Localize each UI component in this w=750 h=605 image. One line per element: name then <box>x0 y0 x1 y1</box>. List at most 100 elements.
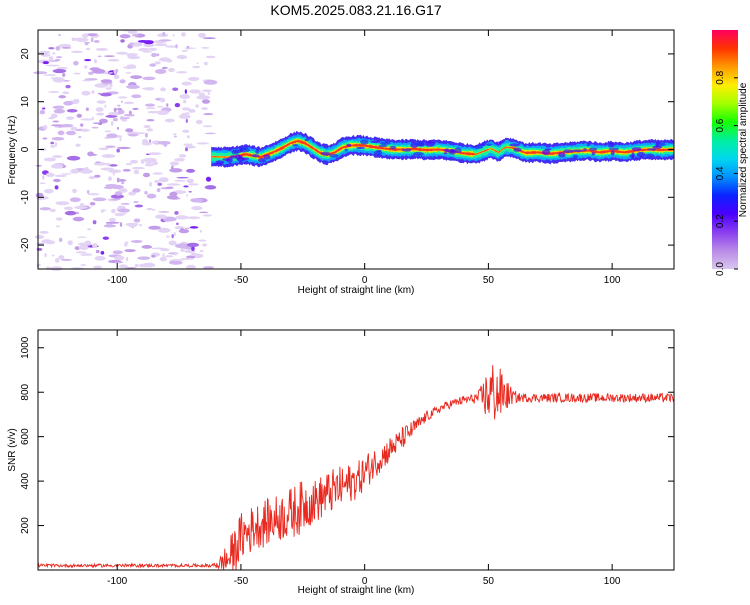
noise-speckle <box>144 163 154 167</box>
noise-speckle <box>186 264 196 270</box>
ridge-speckle <box>656 142 666 147</box>
noise-speckle <box>141 138 148 144</box>
snr-frame <box>37 329 675 571</box>
noise-speckle <box>148 225 161 230</box>
noise-speckle <box>174 211 179 215</box>
noise-speckle <box>104 55 115 57</box>
snr-y-tick-label: 600 <box>20 428 31 445</box>
noise-speckle <box>112 172 115 176</box>
noise-speckle <box>80 123 84 127</box>
noise-speckle <box>207 92 210 95</box>
spectrogram-x-tick-label: 50 <box>483 275 495 286</box>
ridge-speckle <box>636 151 646 158</box>
noise-speckle <box>91 90 95 94</box>
noise-speckle <box>45 64 60 67</box>
snr-x-label: Height of straight line (km) <box>298 585 415 596</box>
noise-speckle <box>125 256 129 262</box>
noise-speckle <box>149 181 152 187</box>
spectrogram-x-tick-label: 0 <box>362 275 368 286</box>
snr-x-tick-label: 0 <box>362 576 368 587</box>
noise-speckle <box>191 246 195 252</box>
noise-speckle <box>162 253 165 258</box>
noise-speckle <box>195 104 199 108</box>
ridge-speckle <box>402 148 412 152</box>
noise-speckle <box>156 188 161 193</box>
noise-speckle <box>85 107 89 111</box>
spectrogram-x-tick-label: -100 <box>107 275 127 286</box>
noise-speckle <box>131 94 142 99</box>
ridge-speckle <box>215 160 225 165</box>
spectrogram-y-tick-label: 20 <box>20 48 31 60</box>
noise-speckle <box>120 100 124 103</box>
noise-speckle <box>106 133 118 139</box>
noise-speckle <box>144 132 148 138</box>
noise-speckle <box>133 201 139 203</box>
noise-speckle <box>178 229 190 234</box>
noise-speckle <box>78 245 89 250</box>
noise-speckle <box>43 124 48 130</box>
noise-speckle <box>93 265 103 269</box>
noise-speckle <box>117 104 121 107</box>
noise-speckle <box>80 128 90 132</box>
ridge-speckle <box>631 147 642 151</box>
noise-speckle <box>92 220 97 225</box>
colorbar-label: Normalized spectral amplitude <box>738 82 749 217</box>
ridge-speckle <box>255 148 260 154</box>
noise-speckle <box>72 216 85 222</box>
ridge-speckle <box>412 152 424 156</box>
ridge-speckle <box>346 143 352 147</box>
noise-speckle <box>105 221 120 224</box>
noise-speckle <box>124 266 137 269</box>
spectrogram-y-ticks: -20 -10 0 10 20 <box>20 48 674 252</box>
noise-speckle <box>188 183 199 186</box>
ridge-speckle <box>320 151 331 156</box>
noise-speckle <box>129 42 134 46</box>
noise-speckle <box>107 58 120 62</box>
noise-speckle <box>155 214 168 220</box>
noise-speckle <box>151 52 157 58</box>
noise-speckle <box>57 130 65 136</box>
noise-speckle <box>48 56 54 61</box>
noise-speckle <box>119 34 131 39</box>
noise-speckle <box>146 128 154 132</box>
noise-speckle <box>169 168 183 173</box>
spectrogram-x-tick-label: -50 <box>234 275 249 286</box>
ridge-speckle <box>495 141 504 144</box>
noise-speckle <box>108 72 113 74</box>
noise-speckle <box>160 87 166 92</box>
noise-speckle <box>117 109 125 115</box>
colorbar-tick-label: 0.2 <box>715 214 726 228</box>
noise-speckle <box>112 117 119 122</box>
noise-speckle <box>173 232 176 236</box>
colorbar-ticks: 0.0 0.2 0.4 0.6 0.8 <box>715 70 738 276</box>
noise-speckle <box>93 40 100 43</box>
ridge-speckle <box>572 154 578 159</box>
noise-speckle <box>198 211 209 214</box>
noise-speckle <box>37 197 46 201</box>
ridge-speckle <box>443 148 450 153</box>
noise-speckle <box>171 234 174 239</box>
noise-speckle <box>80 264 87 266</box>
noise-speckle <box>175 243 189 249</box>
noise-speckle <box>95 249 100 254</box>
ridge-speckle <box>586 143 590 147</box>
colorbar-tick-label: 0.6 <box>715 118 726 132</box>
noise-speckle <box>48 90 60 93</box>
noise-speckle <box>185 118 188 123</box>
noise-speckle <box>139 223 143 227</box>
noise-speckle <box>34 234 45 239</box>
noise-speckle <box>78 136 82 139</box>
noise-speckle <box>92 122 101 125</box>
noise-speckle <box>43 74 57 77</box>
noise-speckle <box>132 188 141 193</box>
snr-y-ticks: 200 400 600 800 1000 <box>20 336 674 534</box>
snr-x-tick-label: -100 <box>107 576 127 587</box>
colorbar-tick-label: 0.0 <box>715 262 726 276</box>
noise-speckle <box>110 194 124 199</box>
noise-speckle <box>186 135 190 139</box>
ridge-speckle <box>356 146 366 149</box>
noise-speckle <box>183 185 189 188</box>
noise-speckle <box>174 157 186 162</box>
noise-speckle <box>92 197 107 202</box>
